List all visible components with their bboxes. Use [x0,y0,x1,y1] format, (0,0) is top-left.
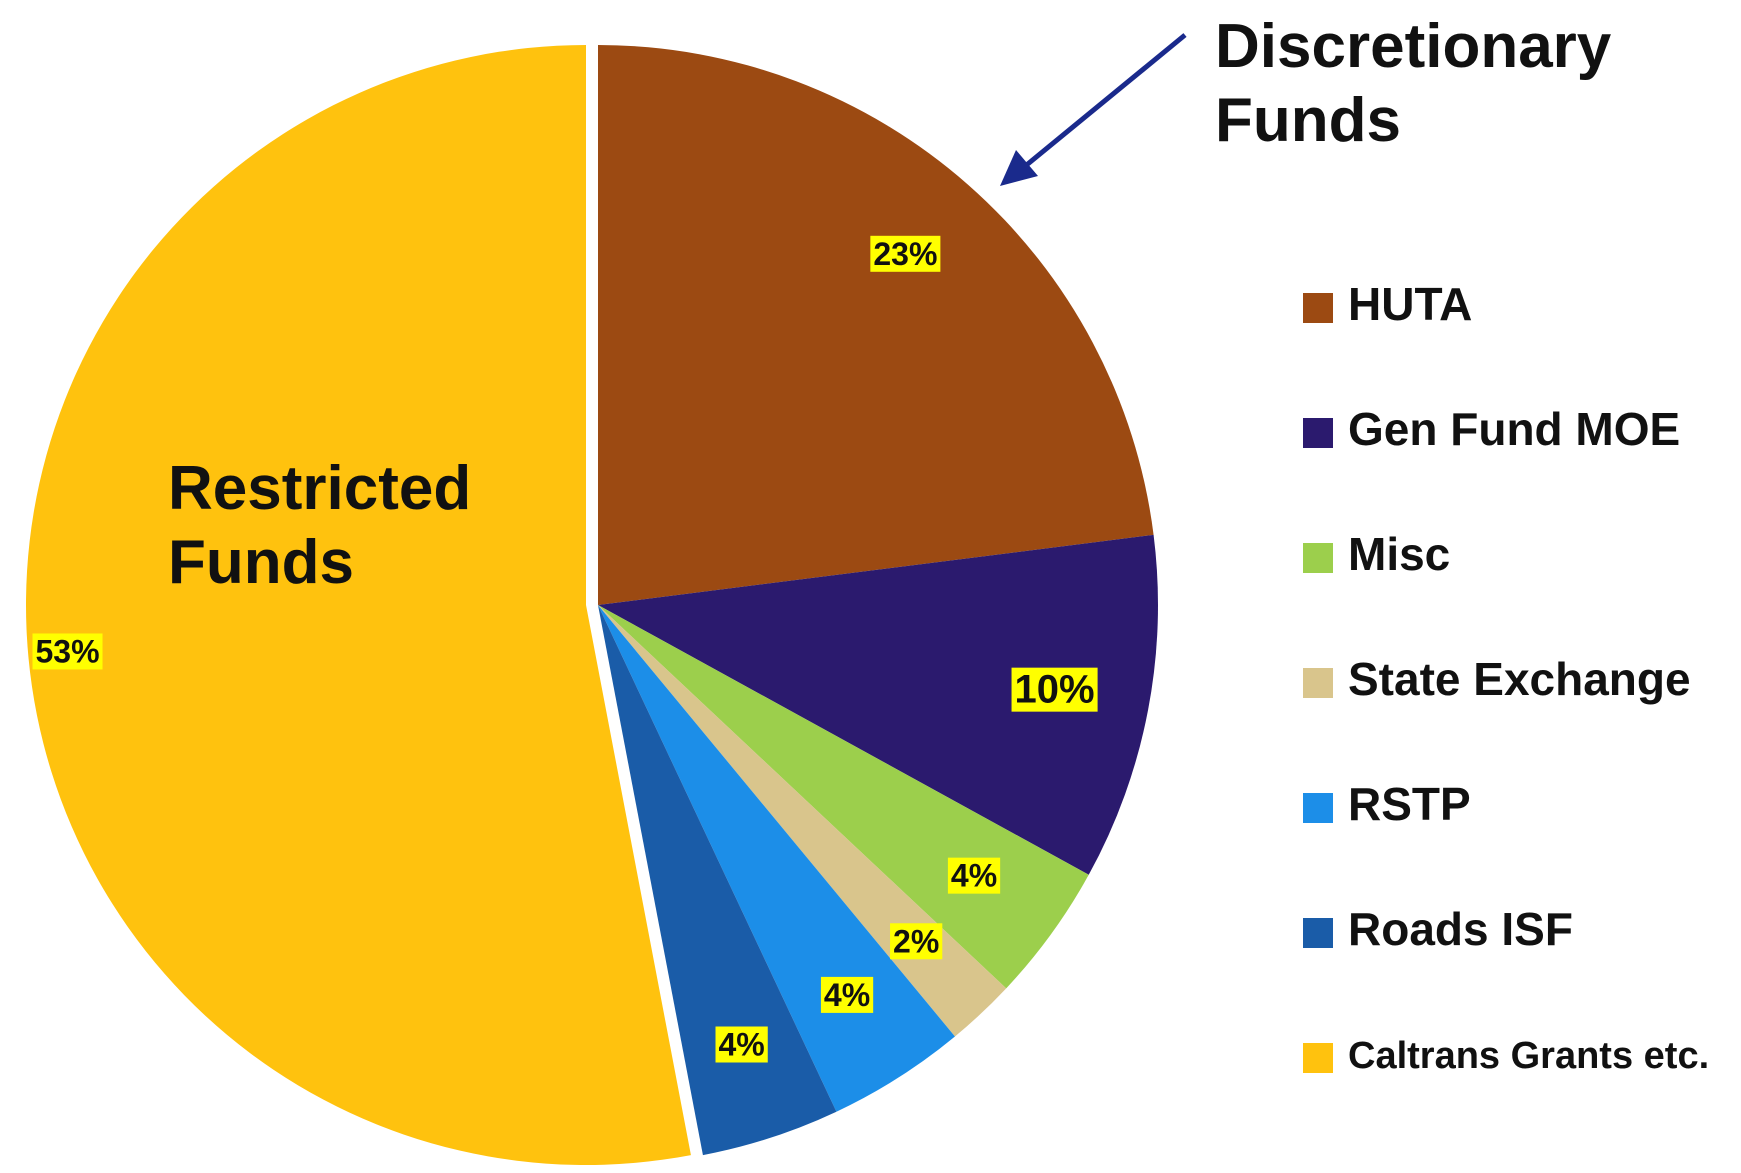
label-bg [820,976,874,1013]
data-label: 2% [890,923,943,960]
legend-swatch [1303,293,1333,323]
data-label: 4% [947,857,1001,894]
pie-slice [598,605,837,1156]
legend-swatch [1303,418,1333,448]
legend-label: HUTA [1348,278,1472,330]
annotation: Discretionary Funds [1215,12,1612,155]
data-label-text: 23% [873,236,937,272]
data-label-text: 10% [1015,668,1095,712]
label-bg [890,923,943,960]
legend-label: Misc [1348,528,1450,580]
pie-slice [25,45,691,1166]
label-bg [1011,667,1098,712]
arrow [1016,33,1187,174]
legend-swatch [1303,918,1333,948]
legend-label: RSTP [1348,778,1471,830]
legend-label: State Exchange [1348,653,1691,705]
arrow-head [1000,150,1038,186]
data-label: 10% [1011,667,1098,712]
legend-swatch [1303,793,1333,823]
legend-swatch [1303,668,1333,698]
pie-slice [598,534,1158,875]
legend-swatch [1303,543,1333,573]
label-bg [715,1026,768,1063]
label-bg [32,633,103,670]
legend-swatch [1303,1043,1333,1073]
data-label-text: 4% [951,858,997,894]
legend-label: Gen Fund MOE [1348,403,1680,455]
label-bg [870,235,941,272]
data-label: 53% [32,633,103,670]
pie-slice [598,45,1154,605]
data-label-text: 53% [35,633,99,669]
legend-label: Caltrans Grants etc. [1348,1035,1709,1077]
data-label: 23% [870,235,941,272]
data-label-text: 4% [824,977,870,1013]
data-label-text: 4% [719,1027,765,1063]
data-label: 4% [820,976,874,1013]
annotation: Restricted Funds [168,454,472,597]
data-label-text: 2% [893,923,939,959]
data-label: 4% [715,1026,768,1063]
legend-label: Roads ISF [1348,903,1573,955]
label-bg [947,857,1001,894]
